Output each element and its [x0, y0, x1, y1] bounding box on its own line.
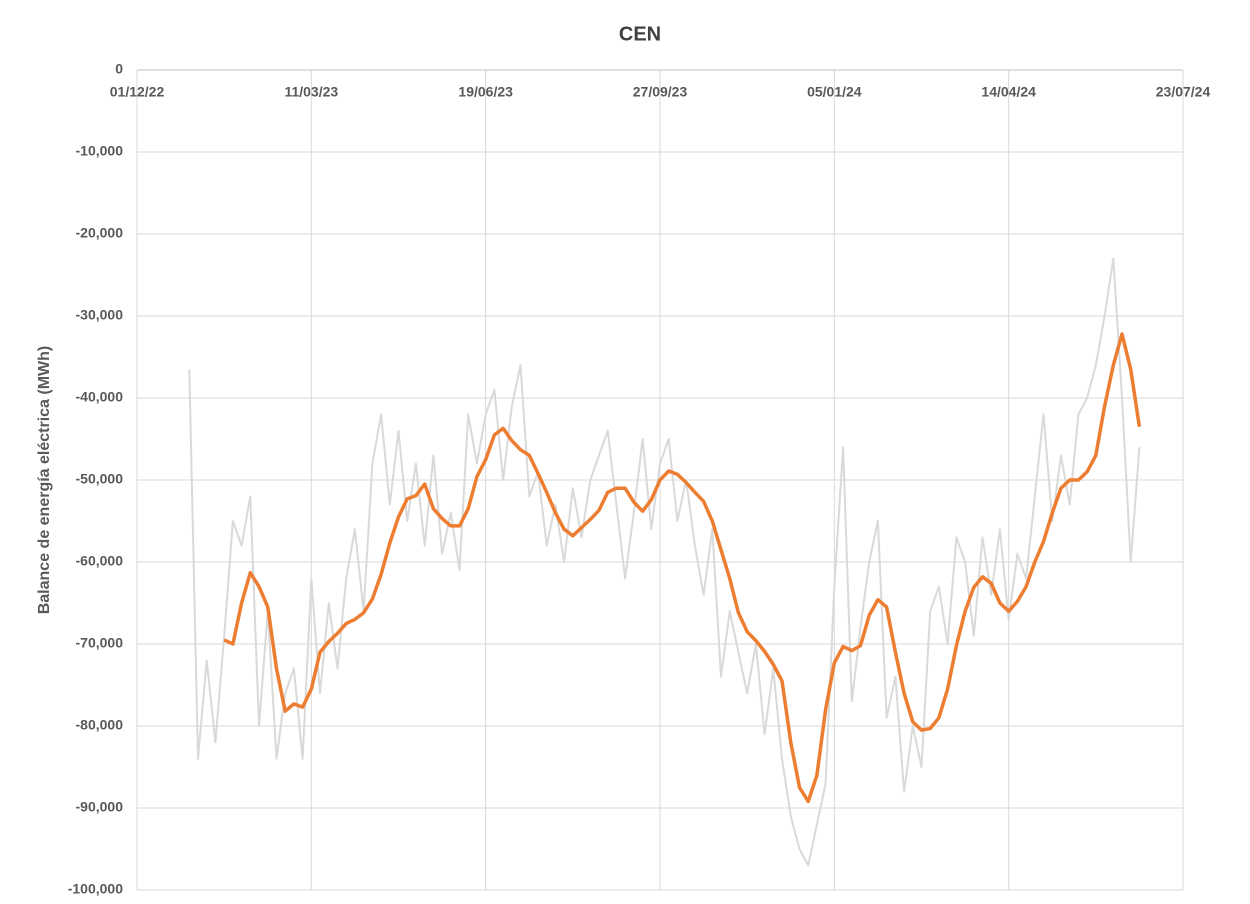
y-tick-label: -90,000 [76, 799, 124, 815]
y-tick-label: -60,000 [76, 553, 124, 569]
x-tick-label: 23/07/24 [1156, 84, 1211, 100]
y-tick-label: 0 [115, 61, 123, 77]
y-tick-label: -10,000 [76, 143, 124, 159]
x-tick-label: 27/09/23 [633, 84, 688, 100]
y-tick-label: -80,000 [76, 717, 124, 733]
chart-title: CEN [619, 23, 661, 45]
y-tick-label: -30,000 [76, 307, 124, 323]
x-tick-label: 11/03/23 [284, 84, 338, 100]
series-line [223, 332, 1142, 804]
series-line [188, 257, 1141, 867]
y-tick-label: -50,000 [76, 471, 124, 487]
x-tick-label: 19/06/23 [458, 84, 513, 100]
x-tick-label: 05/01/24 [807, 84, 862, 100]
y-axis-title: Balance de energía eléctrica (MWh) [36, 346, 53, 615]
y-tick-label: -100,000 [68, 881, 123, 897]
y-tick-label: -40,000 [76, 389, 124, 405]
x-tick-label: 14/04/24 [981, 84, 1036, 100]
x-tick-label: 01/12/22 [110, 84, 165, 100]
y-tick-label: -70,000 [76, 635, 124, 651]
y-tick-label: -20,000 [76, 225, 124, 241]
